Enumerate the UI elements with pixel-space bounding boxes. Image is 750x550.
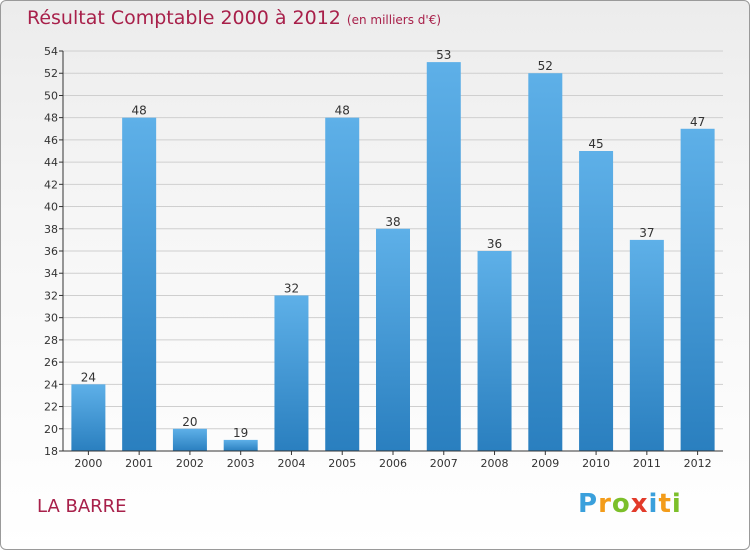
bar bbox=[680, 128, 715, 451]
logo-letter: t bbox=[658, 489, 672, 519]
y-tick-label: 48 bbox=[44, 112, 58, 125]
bar bbox=[629, 239, 664, 451]
y-tick-label: 26 bbox=[44, 356, 58, 369]
y-tick-label: 22 bbox=[44, 401, 58, 414]
y-tick-label: 52 bbox=[44, 67, 58, 80]
y-tick-label: 30 bbox=[44, 312, 58, 325]
bar bbox=[426, 62, 461, 451]
chart-title: Résultat Comptable 2000 à 2012 (en millie… bbox=[27, 7, 441, 29]
bars: 24 48 20 19 32 48 38 53 36 52 45 37 47 bbox=[71, 48, 715, 452]
y-tick-label: 44 bbox=[44, 156, 58, 169]
bar-value-label: 36 bbox=[487, 237, 502, 251]
bar bbox=[477, 251, 512, 451]
x-tick-label: 2011 bbox=[633, 457, 661, 470]
y-tick-label: 42 bbox=[44, 178, 58, 191]
bar bbox=[325, 117, 360, 452]
y-tick-label: 38 bbox=[44, 223, 58, 236]
bar-value-label: 48 bbox=[335, 104, 350, 118]
logo-letter: x bbox=[630, 489, 649, 519]
x-tick-label: 2002 bbox=[176, 457, 204, 470]
bar-value-label: 52 bbox=[538, 59, 553, 73]
logo-letter: i bbox=[671, 489, 682, 519]
commune-name: LA BARRE bbox=[37, 496, 127, 517]
x-tick-label: 2004 bbox=[277, 457, 305, 470]
bar bbox=[223, 439, 258, 451]
logo-letter: i bbox=[648, 489, 659, 519]
x-tick-label: 2009 bbox=[531, 457, 559, 470]
bar bbox=[172, 428, 207, 451]
x-tick-label: 2001 bbox=[125, 457, 153, 470]
x-tick-label: 2012 bbox=[684, 457, 712, 470]
bar-value-label: 37 bbox=[639, 226, 654, 240]
y-tick-label: 24 bbox=[44, 378, 58, 391]
bar-value-label: 32 bbox=[284, 281, 299, 295]
y-tick-label: 34 bbox=[44, 267, 58, 280]
bar-value-label: 45 bbox=[588, 137, 603, 151]
bar bbox=[122, 117, 157, 452]
y-tick-label: 36 bbox=[44, 245, 58, 258]
y-tick-label: 54 bbox=[44, 45, 58, 58]
bar-value-label: 24 bbox=[81, 370, 96, 384]
bar-value-label: 47 bbox=[690, 115, 705, 129]
title-text: Résultat Comptable 2000 à 2012 bbox=[27, 7, 341, 29]
y-tick-label: 50 bbox=[44, 89, 58, 102]
x-tick-label: 2008 bbox=[481, 457, 509, 470]
x-tick-label: 2010 bbox=[582, 457, 610, 470]
bar-value-label: 19 bbox=[233, 426, 248, 440]
y-tick-label: 20 bbox=[44, 423, 58, 436]
bar-value-label: 53 bbox=[436, 48, 451, 62]
bar-value-label: 20 bbox=[182, 415, 197, 429]
logo-letter: P bbox=[578, 489, 599, 519]
bar bbox=[579, 151, 614, 451]
proxiti-logo: Proxiti bbox=[578, 489, 682, 519]
x-axis-ticks: 2000 2001 2002 2003 2004 2005 2006 2007 2008 2009… bbox=[74, 451, 712, 470]
y-tick-label: 28 bbox=[44, 334, 58, 347]
y-axis-ticks: 18 20 22 24 26 28 30 32 34 36 38 40 42 44 46 48 50 52 54 bbox=[44, 45, 63, 458]
x-tick-label: 2007 bbox=[430, 457, 458, 470]
bar bbox=[71, 384, 106, 451]
bar-value-label: 38 bbox=[385, 215, 400, 229]
logo-letter: r bbox=[598, 489, 612, 519]
y-tick-label: 32 bbox=[44, 289, 58, 302]
y-tick-label: 46 bbox=[44, 134, 58, 147]
x-tick-label: 2000 bbox=[74, 457, 102, 470]
bar bbox=[376, 228, 410, 451]
logo-letter: o bbox=[611, 489, 631, 519]
bar bbox=[274, 295, 309, 451]
bar bbox=[528, 73, 563, 451]
y-tick-label: 18 bbox=[44, 445, 58, 458]
x-tick-label: 2006 bbox=[379, 457, 407, 470]
bar-value-label: 48 bbox=[132, 104, 147, 118]
subtitle-text: (en milliers d'€) bbox=[346, 13, 442, 27]
x-tick-label: 2005 bbox=[328, 457, 356, 470]
y-tick-label: 40 bbox=[44, 201, 58, 214]
x-tick-label: 2003 bbox=[227, 457, 255, 470]
